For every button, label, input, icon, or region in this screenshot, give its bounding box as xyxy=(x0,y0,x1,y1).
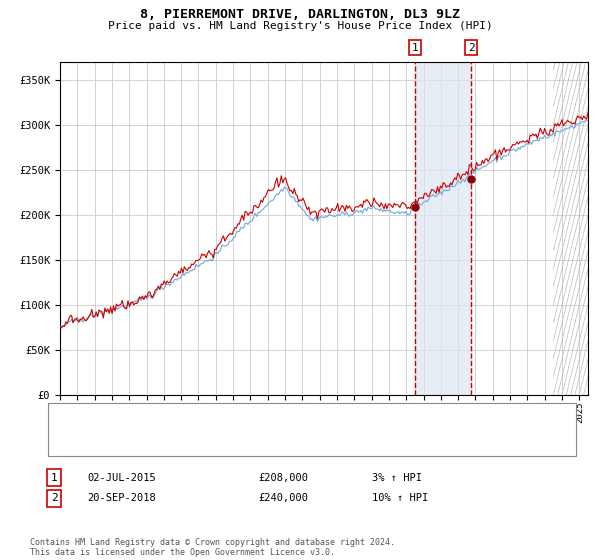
Text: 8, PIERREMONT DRIVE, DARLINGTON, DL3 9LZ (detached house): 8, PIERREMONT DRIVE, DARLINGTON, DL3 9LZ… xyxy=(93,413,428,423)
Text: HPI: Average price, detached house, Darlington: HPI: Average price, detached house, Darl… xyxy=(93,436,363,446)
Text: 02-JUL-2015: 02-JUL-2015 xyxy=(87,473,156,483)
Text: £208,000: £208,000 xyxy=(258,473,308,483)
Text: 1: 1 xyxy=(50,473,58,483)
Text: Price paid vs. HM Land Registry's House Price Index (HPI): Price paid vs. HM Land Registry's House … xyxy=(107,21,493,31)
Text: 3% ↑ HPI: 3% ↑ HPI xyxy=(372,473,422,483)
Text: 10% ↑ HPI: 10% ↑ HPI xyxy=(372,493,428,503)
Bar xyxy=(415,62,471,395)
Text: 20-SEP-2018: 20-SEP-2018 xyxy=(87,493,156,503)
Text: 2: 2 xyxy=(50,493,58,503)
Text: Contains HM Land Registry data © Crown copyright and database right 2024.
This d: Contains HM Land Registry data © Crown c… xyxy=(30,538,395,557)
Text: £240,000: £240,000 xyxy=(258,493,308,503)
Text: 1: 1 xyxy=(412,43,418,53)
Text: 8, PIERREMONT DRIVE, DARLINGTON, DL3 9LZ: 8, PIERREMONT DRIVE, DARLINGTON, DL3 9LZ xyxy=(140,8,460,21)
Text: 2: 2 xyxy=(468,43,475,53)
